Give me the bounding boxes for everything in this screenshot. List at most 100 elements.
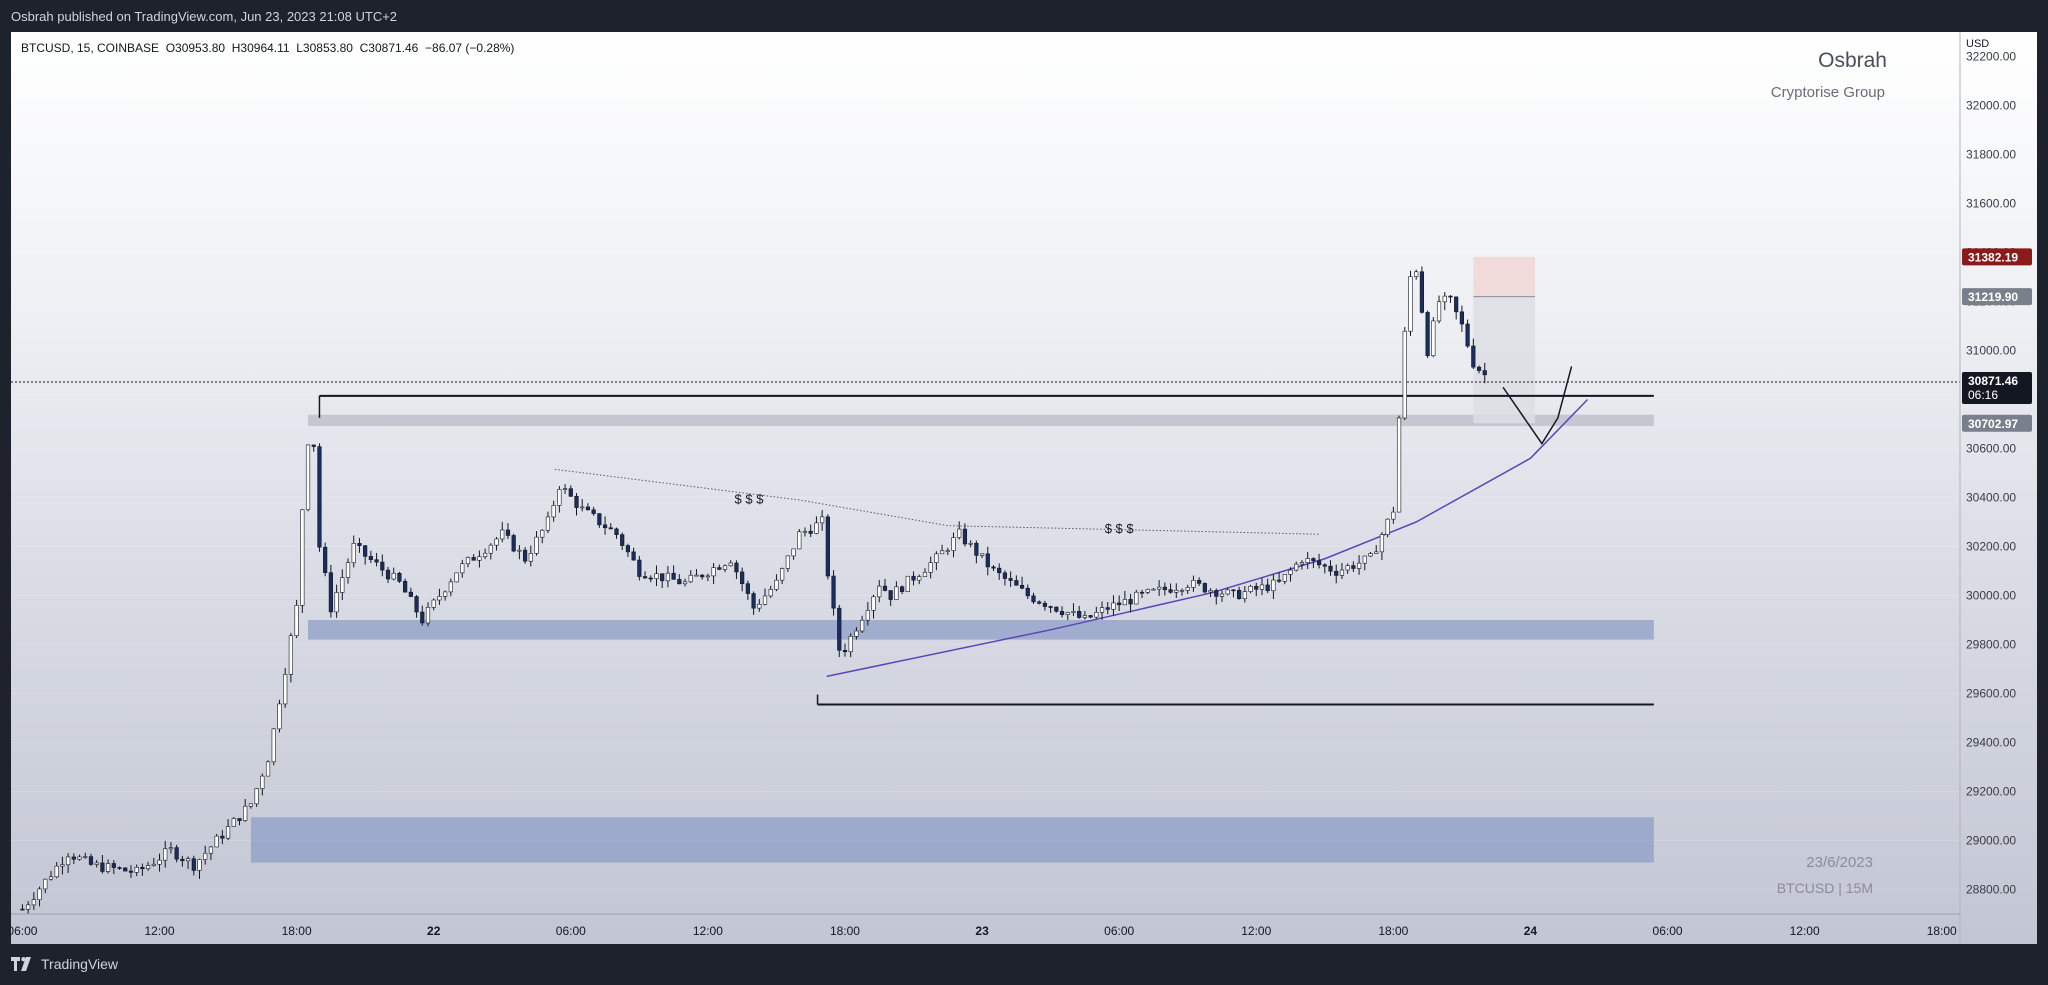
candle-body xyxy=(665,572,671,582)
time-tick-label: 06:00 xyxy=(556,924,586,938)
candle-body xyxy=(351,543,356,564)
candle-body xyxy=(283,674,288,705)
candle-body xyxy=(1071,611,1076,613)
candle-body xyxy=(740,571,745,584)
candle-body xyxy=(574,495,579,508)
time-tick-label: 06:00 xyxy=(1653,924,1683,938)
candle-body xyxy=(60,864,65,867)
candle-body xyxy=(1237,589,1242,600)
candle-body xyxy=(882,585,888,591)
candle-body xyxy=(951,537,956,551)
trend-curve xyxy=(826,398,1589,678)
candle-body xyxy=(1225,589,1230,595)
candle-body xyxy=(323,546,328,573)
candle-body xyxy=(203,852,208,860)
watermark-group: Cryptorise Group xyxy=(1770,84,1885,101)
published-bar: Osbrah published on TradingView.com, Jun… xyxy=(0,0,2048,32)
candle-body xyxy=(831,575,836,609)
candle-body xyxy=(488,544,493,554)
candle-body xyxy=(71,856,76,860)
candle-body xyxy=(939,550,945,555)
candle-body xyxy=(1299,562,1305,565)
chart-area[interactable]: $ $ $ $ $ $ USD 32200.00 32000.00 31800.00 316… xyxy=(11,32,2037,944)
candle-body xyxy=(734,562,739,573)
candle-body xyxy=(271,728,276,763)
published-text: Osbrah published on TradingView.com, Jun… xyxy=(11,9,398,24)
candle-body xyxy=(1414,271,1419,277)
time-tick-label: 06:00 xyxy=(1104,924,1134,938)
price-tick-label: 32000.00 xyxy=(1966,99,2016,113)
candle-body xyxy=(1031,595,1036,603)
candle-body xyxy=(180,858,185,862)
tradingview-icon xyxy=(11,957,31,971)
candle-body xyxy=(1305,558,1310,564)
tradingview-logo[interactable]: TradingView xyxy=(11,956,118,972)
candle-body xyxy=(414,596,419,613)
candle-body xyxy=(1459,311,1464,325)
candle-body xyxy=(26,904,31,910)
candle-body xyxy=(997,567,1002,574)
candle-body xyxy=(1277,579,1282,582)
candle-body xyxy=(568,488,573,497)
candle-body xyxy=(1242,591,1247,600)
candle-body xyxy=(1254,585,1259,590)
candle-body xyxy=(814,522,819,534)
candle-body xyxy=(1014,580,1019,586)
candle-body xyxy=(20,908,25,911)
candle-body xyxy=(1271,579,1276,592)
time-tick-label: 18:00 xyxy=(1378,924,1408,938)
candle-body xyxy=(1214,590,1219,597)
candle-body xyxy=(642,576,648,579)
candle-body xyxy=(1454,296,1459,313)
candle-body xyxy=(448,581,453,593)
candle-body xyxy=(1265,584,1270,592)
liquidity-label: $ $ $ xyxy=(735,492,765,507)
candle-body xyxy=(1082,615,1087,618)
candle-body xyxy=(945,550,950,552)
time-tick-label: 12:00 xyxy=(1241,924,1271,938)
candle-body xyxy=(140,867,145,870)
watermark-date: 23/6/2023 xyxy=(1806,854,1873,871)
candle-body xyxy=(1151,588,1156,591)
candle-body xyxy=(825,516,830,577)
price-tick-label: 30200.00 xyxy=(1966,540,2016,554)
candle-body xyxy=(1208,590,1213,593)
candle-body xyxy=(1111,602,1116,610)
price-tick-label: 30600.00 xyxy=(1966,442,2016,456)
candle-body xyxy=(1179,589,1185,592)
price-label-bg xyxy=(1962,288,2032,306)
candle-body xyxy=(1316,560,1322,566)
candle-body xyxy=(357,543,362,546)
candle-body xyxy=(1157,586,1162,590)
candle-body xyxy=(1197,580,1202,584)
candle-body xyxy=(1402,330,1407,419)
time-tick-label: 24 xyxy=(1524,924,1538,938)
candle-body xyxy=(208,846,214,854)
candle-body xyxy=(1134,591,1139,605)
candle-body xyxy=(722,565,728,570)
candle-body xyxy=(1379,534,1385,553)
candle-body xyxy=(471,557,476,561)
candle-body xyxy=(957,528,962,538)
candle-body xyxy=(1042,602,1048,607)
candle-body xyxy=(277,703,282,730)
candle-body xyxy=(905,575,910,592)
candle-body xyxy=(728,562,733,567)
candle-body xyxy=(294,605,299,637)
candle-body xyxy=(145,865,151,870)
candle-body xyxy=(968,542,973,545)
price-label-text: 30871.46 xyxy=(1968,374,2018,388)
candle-body xyxy=(1448,295,1453,298)
candle-body xyxy=(1219,593,1225,597)
candle-body xyxy=(151,863,156,866)
time-tick-label: 23 xyxy=(975,924,989,938)
price-label-bg xyxy=(1962,248,2032,266)
candle-body xyxy=(380,561,385,571)
candle-body xyxy=(785,555,790,569)
liquidity-label: $ $ $ xyxy=(1105,521,1135,536)
candle-body xyxy=(1396,417,1402,513)
candle-body xyxy=(43,878,48,890)
liquidity-line xyxy=(554,468,1321,535)
trade-stop-box xyxy=(1473,256,1536,297)
